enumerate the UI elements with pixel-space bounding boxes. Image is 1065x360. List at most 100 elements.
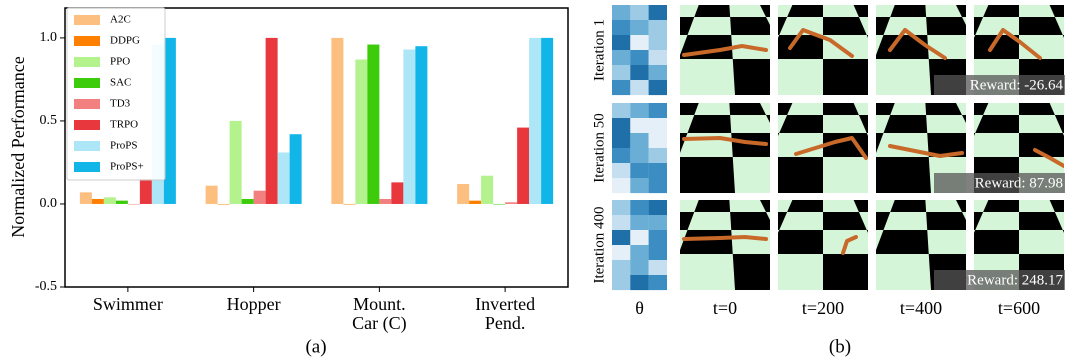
floor-tile — [974, 5, 989, 17]
theta-cell — [630, 163, 649, 179]
floor-tile — [1049, 103, 1064, 115]
floor-tile — [975, 17, 1019, 35]
theta-cell — [648, 20, 667, 36]
y-tick-label: 0.0 — [40, 196, 58, 211]
floor-tile — [974, 133, 1019, 157]
legend-label: TD3 — [110, 98, 131, 110]
theta-cell — [630, 80, 649, 96]
theta-cell — [612, 163, 631, 179]
floor-tile — [925, 5, 962, 17]
theta-cell — [612, 260, 631, 276]
floor-tile — [778, 35, 780, 38]
frame — [778, 103, 868, 193]
floor-tile — [787, 103, 823, 115]
bar — [403, 49, 416, 204]
swimmer — [682, 235, 768, 241]
floor-tile — [876, 115, 891, 133]
reward-bg — [934, 270, 1065, 290]
bar — [103, 197, 116, 204]
theta-cell — [612, 5, 631, 21]
legend-label: A2C — [110, 14, 131, 26]
frame — [680, 103, 770, 193]
y-tick-label: 0.5 — [40, 113, 58, 128]
floor-tile — [858, 17, 868, 35]
legend-label: DDPG — [110, 35, 140, 47]
floor-tile — [729, 5, 766, 17]
theta-cell — [648, 275, 667, 291]
floor-tile — [1019, 115, 1063, 133]
x-tick-label: Mount. Car (C) — [352, 294, 407, 333]
theta-cell — [648, 103, 667, 119]
swimmer — [988, 28, 1042, 60]
legend-swatch — [74, 15, 100, 25]
floor-tile — [729, 200, 766, 212]
floor-tile — [680, 59, 735, 95]
theta-cell — [612, 133, 631, 149]
reward-label: Reward: 248.17 — [967, 272, 1063, 288]
theta-cell — [612, 230, 631, 246]
floor-tile — [974, 115, 984, 133]
floor-tile — [680, 115, 695, 133]
floor-tile — [876, 230, 884, 250]
theta-cell — [630, 50, 649, 66]
y-axis-label: Normalized Performance — [8, 56, 28, 237]
floor-tile — [956, 103, 966, 115]
theta-cell — [630, 133, 649, 149]
x-tick-label: Hopper — [226, 294, 281, 314]
theta-cell — [612, 275, 631, 291]
theta-cell — [612, 50, 631, 66]
floor-tile — [866, 133, 868, 136]
floor-tile — [778, 59, 823, 95]
floor-tile — [823, 200, 859, 212]
floor-tile — [883, 212, 928, 230]
theta-cell — [612, 178, 631, 194]
floor-tile — [858, 212, 868, 230]
bar — [355, 59, 368, 204]
floor-tile — [779, 17, 823, 35]
reward-bg — [934, 173, 1065, 193]
theta-cell — [612, 148, 631, 164]
bar — [163, 37, 176, 204]
reward-label: Reward: 87.98 — [975, 175, 1063, 191]
bar — [289, 134, 302, 204]
theta-cell — [648, 118, 667, 134]
legend-label: ProPS+ — [110, 161, 144, 173]
floor-tile — [730, 115, 770, 133]
floor-tile — [516, 35, 600, 59]
bar — [127, 203, 140, 205]
theta-cell — [630, 178, 649, 194]
theta-cell — [648, 230, 667, 246]
floor-tile — [687, 17, 732, 35]
theta-cell — [630, 275, 649, 291]
floor-tile — [766, 212, 770, 220]
floor-tile — [732, 157, 770, 193]
swimmer — [682, 136, 768, 146]
theta-cell — [648, 50, 667, 66]
swimmer — [682, 44, 768, 57]
bar — [469, 200, 482, 204]
floor-tile — [883, 17, 928, 35]
legend-label: ProPS — [110, 140, 138, 152]
bar — [481, 175, 494, 204]
floor-tile — [778, 200, 793, 212]
floor-tile — [680, 5, 699, 17]
bar — [391, 182, 404, 204]
floor-tile — [926, 115, 966, 133]
row-label: Iteration 400 — [591, 206, 607, 283]
legend-swatch — [74, 99, 100, 109]
bar — [115, 200, 128, 204]
bar — [91, 198, 104, 204]
legend-swatch — [74, 120, 100, 130]
legend-swatch — [74, 78, 100, 88]
floor-tile — [779, 212, 823, 230]
theta-cell — [612, 20, 631, 36]
bar — [493, 203, 506, 205]
reward-bg — [934, 75, 1065, 95]
floor-tile — [525, 254, 624, 290]
theta-cell — [648, 245, 667, 261]
theta-cell — [648, 200, 667, 216]
frame — [778, 200, 868, 290]
swimmer — [788, 28, 854, 58]
theta-cell — [612, 118, 631, 134]
